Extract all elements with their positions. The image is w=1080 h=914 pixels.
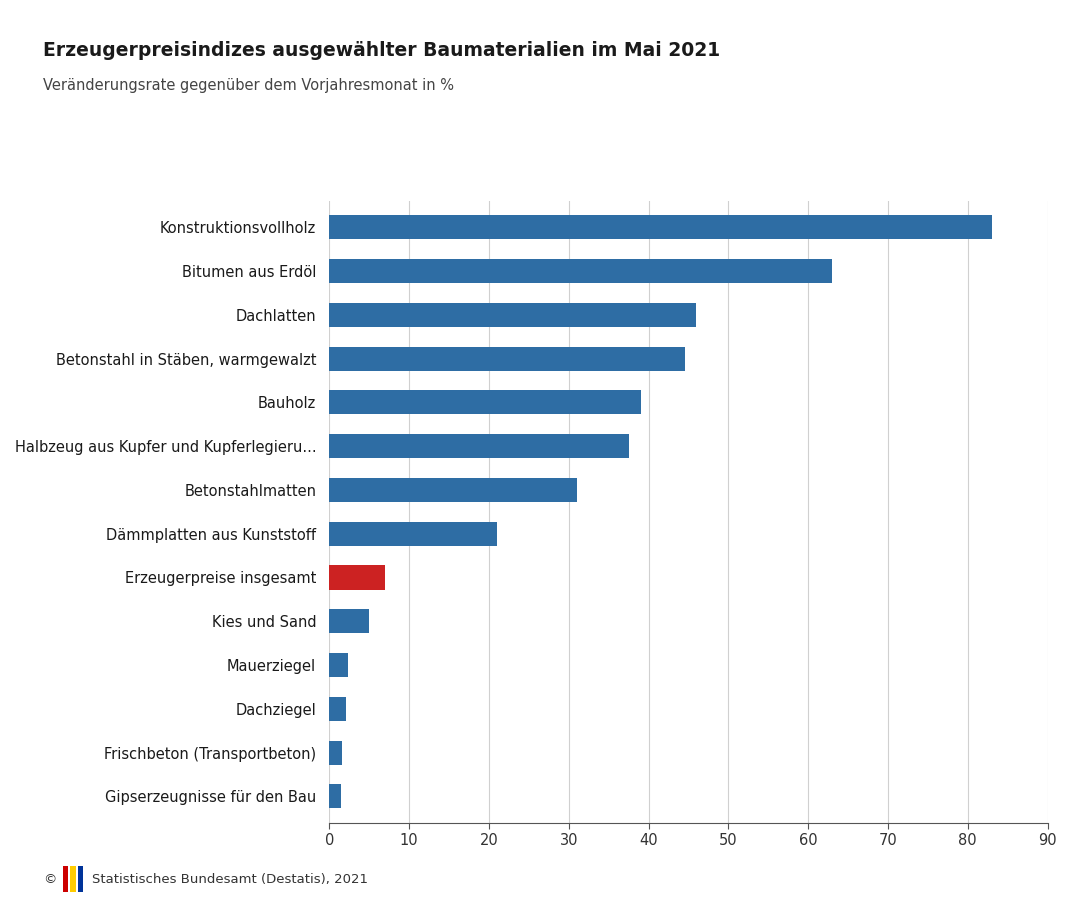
Bar	[329, 303, 697, 327]
Bar	[329, 566, 386, 590]
Bar	[329, 390, 640, 414]
Bar	[329, 653, 348, 677]
Text: ©: ©	[43, 873, 56, 886]
Bar	[329, 434, 629, 458]
Bar	[329, 478, 577, 502]
Bar	[329, 696, 347, 721]
Text: Erzeugerpreisindizes ausgewählter Baumaterialien im Mai 2021: Erzeugerpreisindizes ausgewählter Baumat…	[43, 41, 720, 60]
Text: Statistisches Bundesamt (Destatis), 2021: Statistisches Bundesamt (Destatis), 2021	[92, 873, 368, 886]
Bar	[329, 784, 341, 808]
Bar	[329, 740, 342, 765]
Bar	[329, 259, 832, 283]
Bar	[329, 522, 497, 546]
Bar	[329, 346, 685, 371]
Bar	[329, 216, 991, 239]
Bar	[329, 610, 369, 633]
Text: Veränderungsrate gegenüber dem Vorjahresmonat in %: Veränderungsrate gegenüber dem Vorjahres…	[43, 78, 455, 92]
